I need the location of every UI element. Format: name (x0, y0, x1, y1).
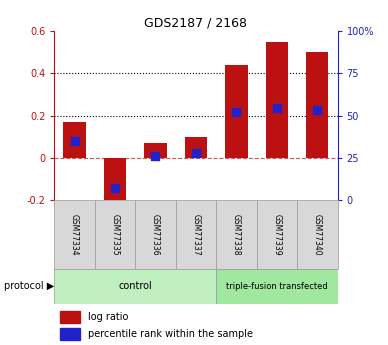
Bar (176, 200, 216, 269)
Text: triple-fusion transfected: triple-fusion transfected (226, 282, 328, 291)
Text: percentile rank within the sample: percentile rank within the sample (88, 329, 253, 339)
Bar (297, 200, 338, 269)
Text: GSM77337: GSM77337 (191, 214, 201, 255)
Bar (54, 200, 95, 269)
Point (152, 154, 159, 159)
Point (314, 107, 320, 112)
Text: GSM77335: GSM77335 (111, 214, 120, 255)
Bar (104, 158, 126, 215)
Bar (216, 269, 338, 304)
Bar (60, 310, 80, 323)
Bar (306, 52, 329, 158)
Title: GDS2187 / 2168: GDS2187 / 2168 (144, 17, 248, 30)
Text: GSM77334: GSM77334 (70, 214, 79, 255)
Text: protocol ▶: protocol ▶ (4, 282, 54, 291)
Bar (63, 122, 86, 158)
Bar (95, 200, 135, 269)
Bar (185, 137, 207, 158)
Point (112, 186, 118, 191)
Bar (216, 200, 256, 269)
Bar (135, 200, 176, 269)
Bar (144, 143, 166, 158)
Point (71, 138, 78, 144)
Text: GSM77340: GSM77340 (313, 214, 322, 255)
Bar (266, 42, 288, 158)
Text: log ratio: log ratio (88, 312, 129, 322)
Point (233, 109, 239, 115)
Bar (54, 269, 216, 304)
Text: GSM77339: GSM77339 (272, 214, 281, 255)
Bar (256, 200, 297, 269)
Text: GSM77338: GSM77338 (232, 214, 241, 255)
Text: control: control (118, 282, 152, 291)
Bar (225, 65, 248, 158)
Point (193, 150, 199, 156)
Bar (60, 328, 80, 340)
Text: GSM77336: GSM77336 (151, 214, 160, 255)
Point (274, 105, 280, 111)
